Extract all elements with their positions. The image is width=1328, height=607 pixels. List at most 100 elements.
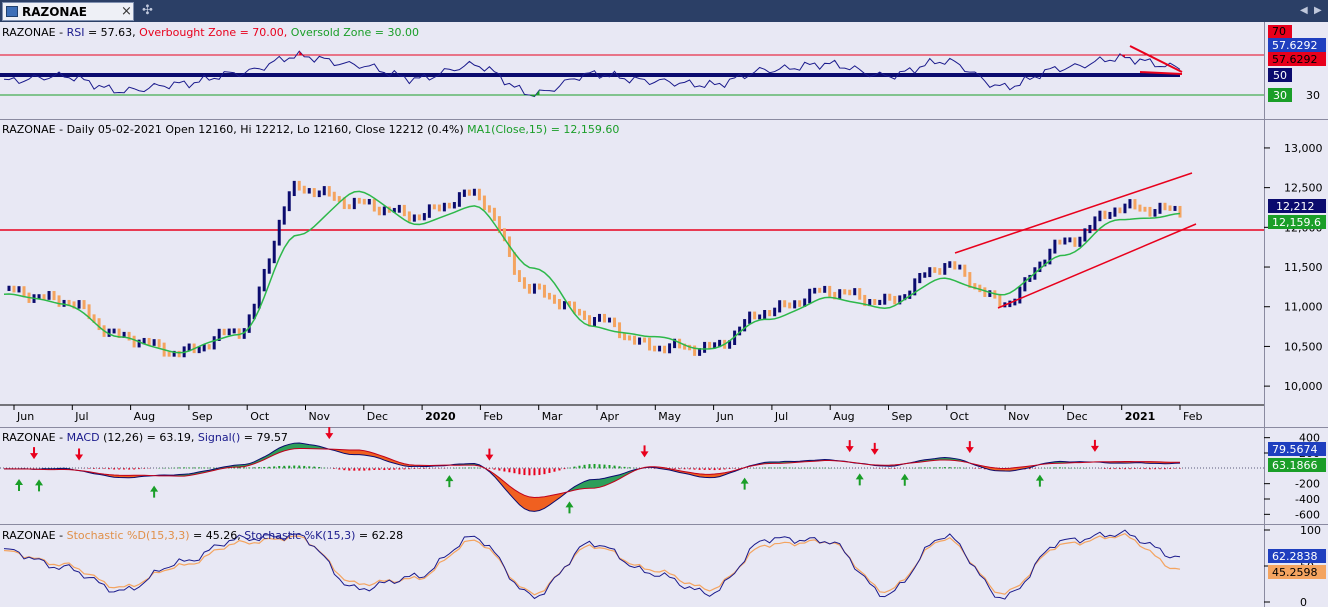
x-axis: Jun Jul Aug Sep Oct Nov Dec 2020 Feb Mar Apr May Jun…	[0, 404, 1264, 423]
price-tick-label: 10,000	[1284, 380, 1323, 393]
ma-line	[3, 190, 1181, 354]
signal-value: = 79.57	[240, 431, 288, 444]
x-tick-label: Feb	[1183, 410, 1202, 423]
price-bars	[7, 180, 1182, 358]
tab-prev-icon[interactable]: ◀	[1300, 5, 1308, 16]
sell-arrow-icon	[1090, 439, 1099, 452]
x-tick-label: Aug	[134, 410, 155, 423]
stoch-k-line	[3, 529, 1181, 600]
signal-line	[3, 448, 1181, 498]
x-tick-label: Jun	[16, 410, 34, 423]
chart-background	[0, 22, 1328, 607]
stoch-k-tag	[1268, 549, 1326, 563]
sell-arrow-icon	[640, 445, 649, 458]
stoch-d-label: Stochastic %D(15,3,3)	[67, 529, 190, 542]
rsi-value-tag-text: 57.6292	[1272, 39, 1318, 52]
rsi-50-tag-text: 50	[1273, 69, 1287, 82]
stoch-tick-label: 0	[1300, 596, 1307, 607]
macd-params: (12,26)	[100, 431, 144, 444]
sell-arrow-icon	[485, 448, 494, 461]
buy-arrow-icon	[15, 478, 24, 491]
close-tag	[1268, 199, 1326, 213]
x-tick-label: Aug	[833, 410, 854, 423]
x-tick-label: May	[658, 410, 681, 423]
rsi-70-tag	[1268, 25, 1292, 38]
tab-close-icon[interactable]: ×	[121, 4, 132, 19]
price-header: RAZONAE - Daily 05-02-2021 Open 12160, H…	[2, 123, 467, 136]
sell-arrow-icon	[75, 448, 84, 461]
buy-arrow-icon	[1035, 474, 1044, 487]
x-tick-label: 2021	[1125, 410, 1156, 423]
macd-symbol: RAZONAE -	[2, 431, 67, 444]
x-tick-label: Dec	[1066, 410, 1087, 423]
x-tick-label: Nov	[309, 410, 331, 423]
x-tick-label: Oct	[950, 410, 970, 423]
new-tab-icon[interactable]: ✣	[142, 3, 153, 18]
price-pane: RAZONAE - Daily 05-02-2021 Open 12160, H…	[0, 123, 1326, 423]
tab-next-icon[interactable]: ▶	[1314, 5, 1322, 16]
rsi-label: RSI	[67, 26, 85, 39]
rsi-line	[3, 50, 1181, 98]
stoch-symbol: RAZONAE -	[2, 529, 67, 542]
ma-tag	[1268, 215, 1326, 229]
chart-tab[interactable]: RAZONAE (Daily) ×	[2, 2, 134, 35]
x-tick-label: Jun	[716, 410, 734, 423]
rsi-70-tag-text: 70	[1272, 25, 1286, 38]
channel-lower	[997, 223, 1197, 309]
buy-arrow-icon	[565, 501, 574, 514]
rsi-pane: RAZONAE - RSI = 57.63, Overbought Zone =…	[0, 25, 1326, 102]
x-tick-label: Sep	[192, 410, 213, 423]
stoch-tick-label: 100	[1300, 524, 1321, 537]
sell-arrow-icon	[30, 447, 39, 460]
x-tick-label: Jul	[74, 410, 88, 423]
signal-tag-text: 79.5674	[1272, 443, 1318, 456]
price-y-axis: 13,00012,50012,00011,50011,00010,50010,0…	[1264, 142, 1323, 393]
stoch-d-tag	[1268, 565, 1326, 579]
x-tick-label: 2020	[425, 410, 456, 423]
stoch-d-line	[3, 532, 1181, 596]
rsi-trendline-2	[1139, 71, 1183, 75]
x-tick-label: Nov	[1008, 410, 1030, 423]
rsi-legend: RAZONAE - RSI = 57.63, Overbought Zone =…	[2, 26, 419, 39]
stoch-k-label: Stochastic %K(15,3)	[244, 529, 355, 542]
x-tick-label: Apr	[600, 410, 620, 423]
rsi-value-tag	[1268, 38, 1326, 52]
rsi-axis-30: 30	[1306, 89, 1320, 102]
macd-arrows	[15, 427, 1099, 514]
x-tick-label: Mar	[542, 410, 563, 423]
price-legend: RAZONAE - Daily 05-02-2021 Open 12160, H…	[2, 123, 619, 136]
x-tick-label: Feb	[483, 410, 502, 423]
chart-icon	[6, 6, 18, 17]
rsi-30-tag-text: 30	[1273, 89, 1287, 102]
macd-legend: RAZONAE - MACD (12,26) = 63.19, Signal()…	[2, 431, 288, 444]
macd-tag	[1268, 458, 1326, 472]
price-tick-label: 11,000	[1284, 301, 1323, 314]
x-tick-label: Sep	[892, 410, 913, 423]
macd-pane: RAZONAE - MACD (12,26) = 63.19, Signal()…	[0, 427, 1326, 521]
overbought-label: Overbought Zone = 70.00,	[139, 26, 291, 39]
rsi-30-tag	[1268, 88, 1292, 102]
channel-upper	[954, 172, 1193, 254]
macd-line	[3, 442, 1181, 512]
chart-area: RAZONAE - RSI = 57.63, Overbought Zone =…	[0, 22, 1328, 607]
buy-arrow-icon	[855, 473, 864, 486]
rsi-value: = 57.63,	[84, 26, 139, 39]
price-tick-label: 10,500	[1284, 340, 1323, 353]
rsi-value-tag-2-text: 57.6292	[1272, 53, 1318, 66]
close-tag-text: 12,212	[1276, 200, 1315, 213]
sell-arrow-icon	[870, 442, 879, 455]
stoch-k-value: = 62.28	[355, 529, 403, 542]
stoch-legend: RAZONAE - Stochastic %D(15,3,3) = 45.26,…	[2, 529, 403, 542]
oversold-label: Oversold Zone = 30.00	[291, 26, 419, 39]
signal-label: Signal()	[198, 431, 240, 444]
buy-arrow-icon	[740, 477, 749, 490]
ma-label: MA1(Close,15) = 12,159.60	[467, 123, 619, 136]
buy-arrow-icon	[445, 475, 454, 488]
rsi-trendline	[1129, 45, 1183, 73]
price-tick-label: 11,500	[1284, 261, 1323, 274]
buy-arrow-icon	[150, 485, 159, 498]
signal-tag	[1268, 442, 1326, 456]
sell-arrow-icon	[325, 427, 334, 440]
price-tick-label: 12,500	[1284, 182, 1323, 195]
buy-arrow-icon	[900, 473, 909, 486]
